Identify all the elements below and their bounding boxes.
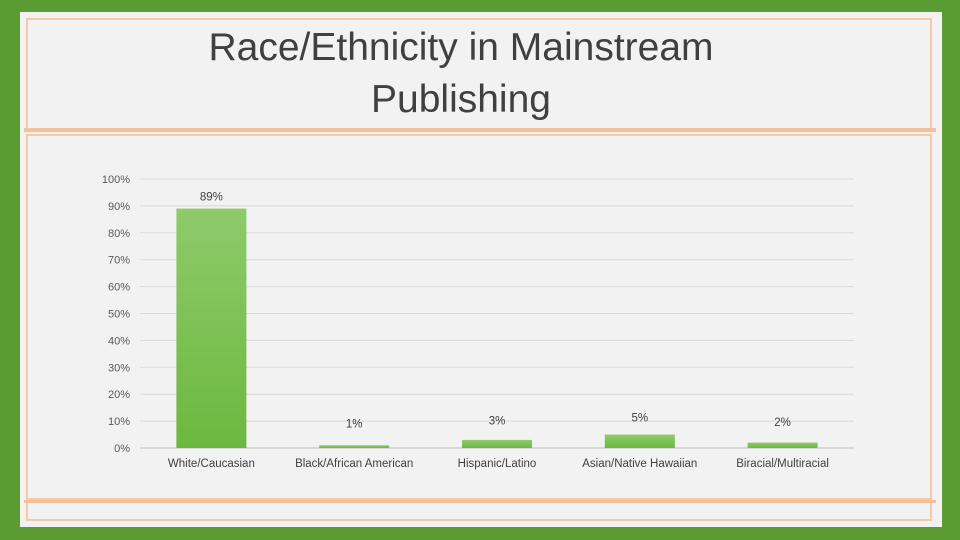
- body-frame: [26, 134, 932, 500]
- x-category-label: Asian/Native Hawaiian: [582, 458, 697, 470]
- data-label: 5%: [631, 412, 648, 424]
- data-label: 2%: [774, 417, 791, 429]
- bottom-divider: [24, 500, 936, 503]
- footer-frame: [26, 503, 932, 521]
- gridlines: [140, 178, 854, 449]
- y-tick-label: 50%: [108, 309, 130, 321]
- bar: [176, 208, 247, 448]
- bar: [604, 434, 675, 448]
- y-tick-label: 40%: [108, 335, 130, 347]
- x-category-label: Hispanic/Latino: [458, 458, 537, 470]
- y-axis-ticks: 0% 10% 20% 30% 40% 50% 60% 70% 80% 90% 100%: [102, 174, 130, 455]
- y-tick-label: 100%: [102, 174, 130, 186]
- y-tick-label: 10%: [108, 416, 130, 428]
- bars: [176, 208, 818, 448]
- y-tick-label: 30%: [108, 362, 130, 374]
- data-label: 89%: [200, 192, 223, 204]
- data-label: 1%: [346, 418, 363, 430]
- x-axis-categories: White/Caucasian Black/African American His…: [168, 458, 829, 470]
- slide-title: Race/Ethnicity in Mainstream Publishing: [0, 22, 922, 126]
- y-tick-label: 90%: [108, 201, 130, 213]
- slide-title-line: Race/Ethnicity in Mainstream: [208, 26, 714, 69]
- bar: [462, 439, 532, 448]
- y-tick-label: 0%: [114, 443, 130, 455]
- y-tick-label: 60%: [108, 282, 130, 294]
- x-category-label: White/Caucasian: [168, 458, 255, 470]
- data-labels: 89% 1% 3% 5% 2%: [200, 192, 791, 431]
- slide-title-line: Publishing: [371, 78, 551, 121]
- title-divider: [24, 128, 936, 132]
- x-category-label: Biracial/Multiracial: [736, 458, 829, 470]
- y-tick-label: 70%: [108, 255, 130, 267]
- y-tick-label: 80%: [108, 228, 130, 240]
- bar: [747, 442, 818, 448]
- bar: [319, 445, 390, 448]
- x-category-label: Black/African American: [295, 458, 413, 470]
- data-label: 3%: [489, 415, 506, 427]
- y-tick-label: 20%: [108, 389, 130, 401]
